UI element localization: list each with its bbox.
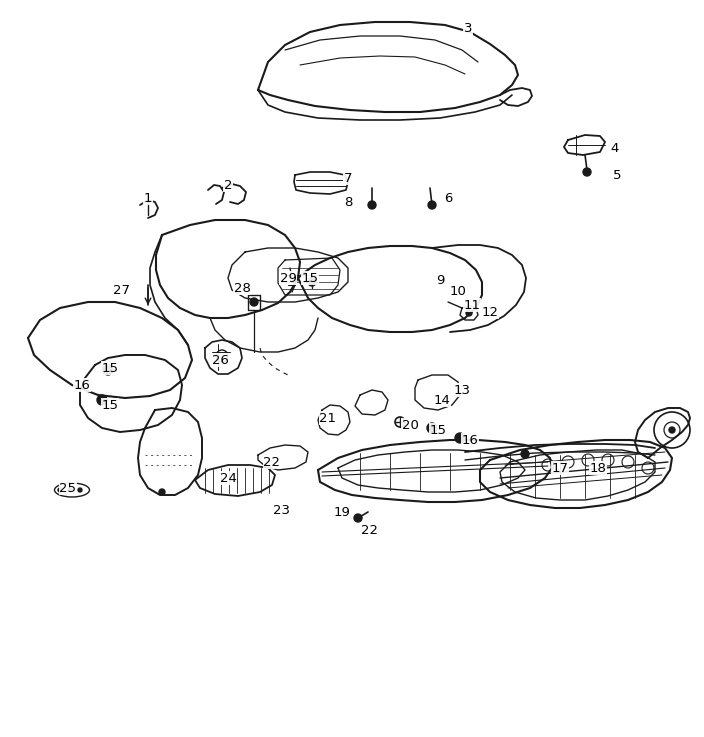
Text: 20: 20 xyxy=(401,419,418,431)
Circle shape xyxy=(354,514,362,522)
Text: 11: 11 xyxy=(463,298,481,312)
Text: 5: 5 xyxy=(612,169,621,181)
Text: 4: 4 xyxy=(611,142,620,155)
Text: 10: 10 xyxy=(450,284,467,298)
Text: 7: 7 xyxy=(344,172,352,184)
Circle shape xyxy=(78,488,82,492)
Circle shape xyxy=(250,298,258,306)
Text: 9: 9 xyxy=(436,273,444,287)
Circle shape xyxy=(466,310,472,316)
Text: 17: 17 xyxy=(551,461,569,475)
Text: 6: 6 xyxy=(444,192,452,204)
Circle shape xyxy=(427,423,437,433)
Circle shape xyxy=(669,427,675,433)
Circle shape xyxy=(97,395,107,405)
Text: 15: 15 xyxy=(101,362,118,374)
Circle shape xyxy=(159,489,165,495)
Text: 15: 15 xyxy=(101,399,118,411)
Text: 3: 3 xyxy=(464,21,472,35)
Circle shape xyxy=(583,168,591,176)
Text: 27: 27 xyxy=(113,284,130,296)
Text: 16: 16 xyxy=(73,379,90,391)
Text: 19: 19 xyxy=(334,506,351,519)
Text: 2: 2 xyxy=(224,178,232,192)
Circle shape xyxy=(58,488,62,492)
Text: 15: 15 xyxy=(429,424,446,436)
Text: 1: 1 xyxy=(144,192,152,204)
Text: 22: 22 xyxy=(361,523,379,537)
Circle shape xyxy=(428,201,436,209)
Circle shape xyxy=(68,488,72,492)
Text: 14: 14 xyxy=(434,394,451,407)
Text: 29: 29 xyxy=(279,271,296,284)
Text: 24: 24 xyxy=(220,472,237,484)
Text: 28: 28 xyxy=(234,282,251,295)
Circle shape xyxy=(455,433,465,443)
Text: 13: 13 xyxy=(453,383,470,397)
Circle shape xyxy=(308,278,316,286)
Text: 25: 25 xyxy=(60,481,77,495)
Text: 12: 12 xyxy=(482,306,498,318)
Circle shape xyxy=(521,450,529,458)
Text: 26: 26 xyxy=(212,354,228,366)
Text: 8: 8 xyxy=(344,195,352,209)
Text: 15: 15 xyxy=(301,271,318,284)
Text: 18: 18 xyxy=(589,461,606,475)
Text: 16: 16 xyxy=(462,433,479,447)
Text: 23: 23 xyxy=(273,503,291,517)
Circle shape xyxy=(103,365,113,375)
Text: 21: 21 xyxy=(320,411,337,425)
Circle shape xyxy=(368,201,376,209)
Text: 22: 22 xyxy=(263,455,280,469)
